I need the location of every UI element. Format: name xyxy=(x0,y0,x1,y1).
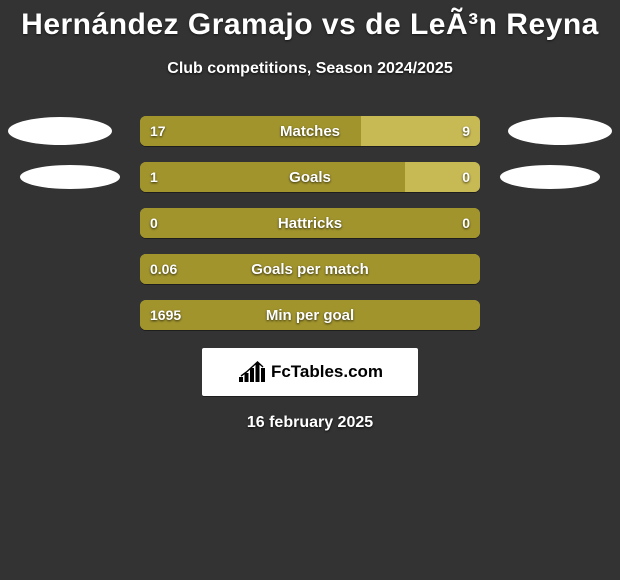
stat-row: 0.06Goals per match xyxy=(0,246,620,292)
stat-row: 179Matches xyxy=(0,108,620,154)
stat-bar-left-fill xyxy=(140,116,361,146)
stat-left-value: 1695 xyxy=(150,300,181,330)
comparison-infographic: Hernández Gramajo vs de LeÃ³n Reyna Club… xyxy=(0,0,620,580)
stat-row: 00Hattricks xyxy=(0,200,620,246)
stat-left-value: 17 xyxy=(150,116,166,146)
page-title: Hernández Gramajo vs de LeÃ³n Reyna xyxy=(0,0,620,42)
stat-bar-left-fill xyxy=(140,162,405,192)
stat-right-value: 0 xyxy=(462,208,470,238)
page-subtitle: Club competitions, Season 2024/2025 xyxy=(0,60,620,78)
stat-left-value: 0.06 xyxy=(150,254,177,284)
stat-bar: 00Hattricks xyxy=(140,208,480,238)
stat-bar: 179Matches xyxy=(140,116,480,146)
player-left-avatar xyxy=(20,165,120,189)
stat-bar: 0.06Goals per match xyxy=(140,254,480,284)
generated-date: 16 february 2025 xyxy=(0,414,620,432)
stat-bar-left-fill xyxy=(140,300,480,330)
stat-bar-left-fill xyxy=(140,208,480,238)
brand-box: FcTables.com xyxy=(202,348,418,396)
stat-row: 10Goals xyxy=(0,154,620,200)
stat-row: 1695Min per goal xyxy=(0,292,620,338)
stat-bar-left-fill xyxy=(140,254,480,284)
brand-text: FcTables.com xyxy=(271,362,383,382)
player-left-avatar xyxy=(8,117,112,145)
stat-right-value: 0 xyxy=(462,162,470,192)
player-right-avatar xyxy=(508,117,612,145)
stat-rows: 179Matches10Goals00Hattricks0.06Goals pe… xyxy=(0,108,620,338)
stat-left-value: 1 xyxy=(150,162,158,192)
stat-left-value: 0 xyxy=(150,208,158,238)
stat-bar: 1695Min per goal xyxy=(140,300,480,330)
player-right-avatar xyxy=(500,165,600,189)
bar-chart-icon xyxy=(237,361,265,383)
stat-bar: 10Goals xyxy=(140,162,480,192)
stat-right-value: 9 xyxy=(462,116,470,146)
